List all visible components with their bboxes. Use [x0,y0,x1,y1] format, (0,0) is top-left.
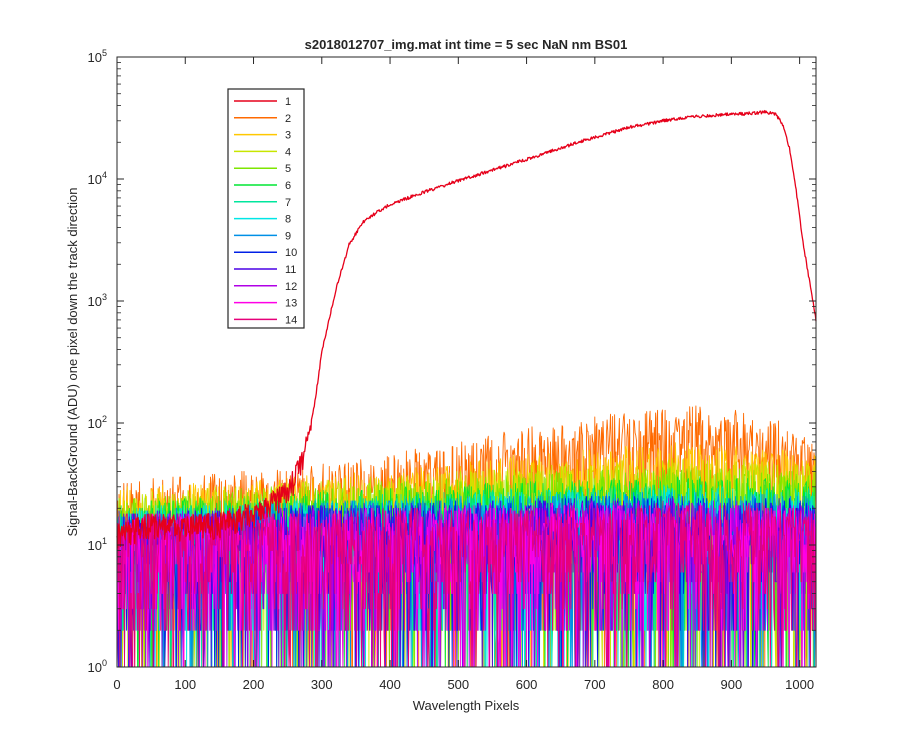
series-line-13 [116,502,817,668]
x-tick-label: 200 [243,677,265,692]
x-tick-label: 600 [516,677,538,692]
y-tick-label: 104 [88,170,107,187]
x-tick-label: 700 [584,677,606,692]
legend-label-1: 1 [285,96,291,108]
x-tick-label: 1000 [785,677,814,692]
y-tick-label: 101 [88,536,107,553]
y-tick-label: 100 [88,658,107,675]
x-tick-label: 100 [174,677,196,692]
legend-label-6: 6 [285,180,291,192]
series-layer [116,109,817,668]
x-axis-label: Wavelength Pixels [413,698,520,713]
legend-label-8: 8 [285,214,291,226]
legend-label-12: 12 [285,281,297,293]
y-tick-label: 102 [88,414,107,431]
legend-label-2: 2 [285,113,291,125]
legend-label-3: 3 [285,130,291,142]
legend-box [227,88,305,329]
series-line-14 [116,502,817,668]
x-tick-label: 500 [447,677,469,692]
legend-label-10: 10 [285,247,297,259]
legend-label-4: 4 [285,146,291,158]
y-tick-label: 103 [88,292,107,309]
x-tick-label: 300 [311,677,333,692]
x-tick-label: 800 [652,677,674,692]
y-tick-label: 105 [88,48,107,65]
legend-label-14: 14 [285,314,297,326]
chart-title: s2018012707_img.mat int time = 5 sec NaN… [305,37,628,52]
legend-label-13: 13 [285,298,297,310]
x-tick-label: 400 [379,677,401,692]
x-tick-label: 0 [113,677,120,692]
legend-label-7: 7 [285,197,291,209]
legend-label-5: 5 [285,163,291,175]
legend-label-11: 11 [285,264,296,276]
x-axis: 0 100 200 300 400 500 600 700 800 900 1000 [113,57,814,692]
legend-label-9: 9 [285,230,291,242]
y-axis-label: Signal-BackGround (ADU) one pixel down t… [65,187,80,536]
x-tick-label: 900 [721,677,743,692]
series-line-1 [116,109,817,549]
axes-box [116,56,817,668]
